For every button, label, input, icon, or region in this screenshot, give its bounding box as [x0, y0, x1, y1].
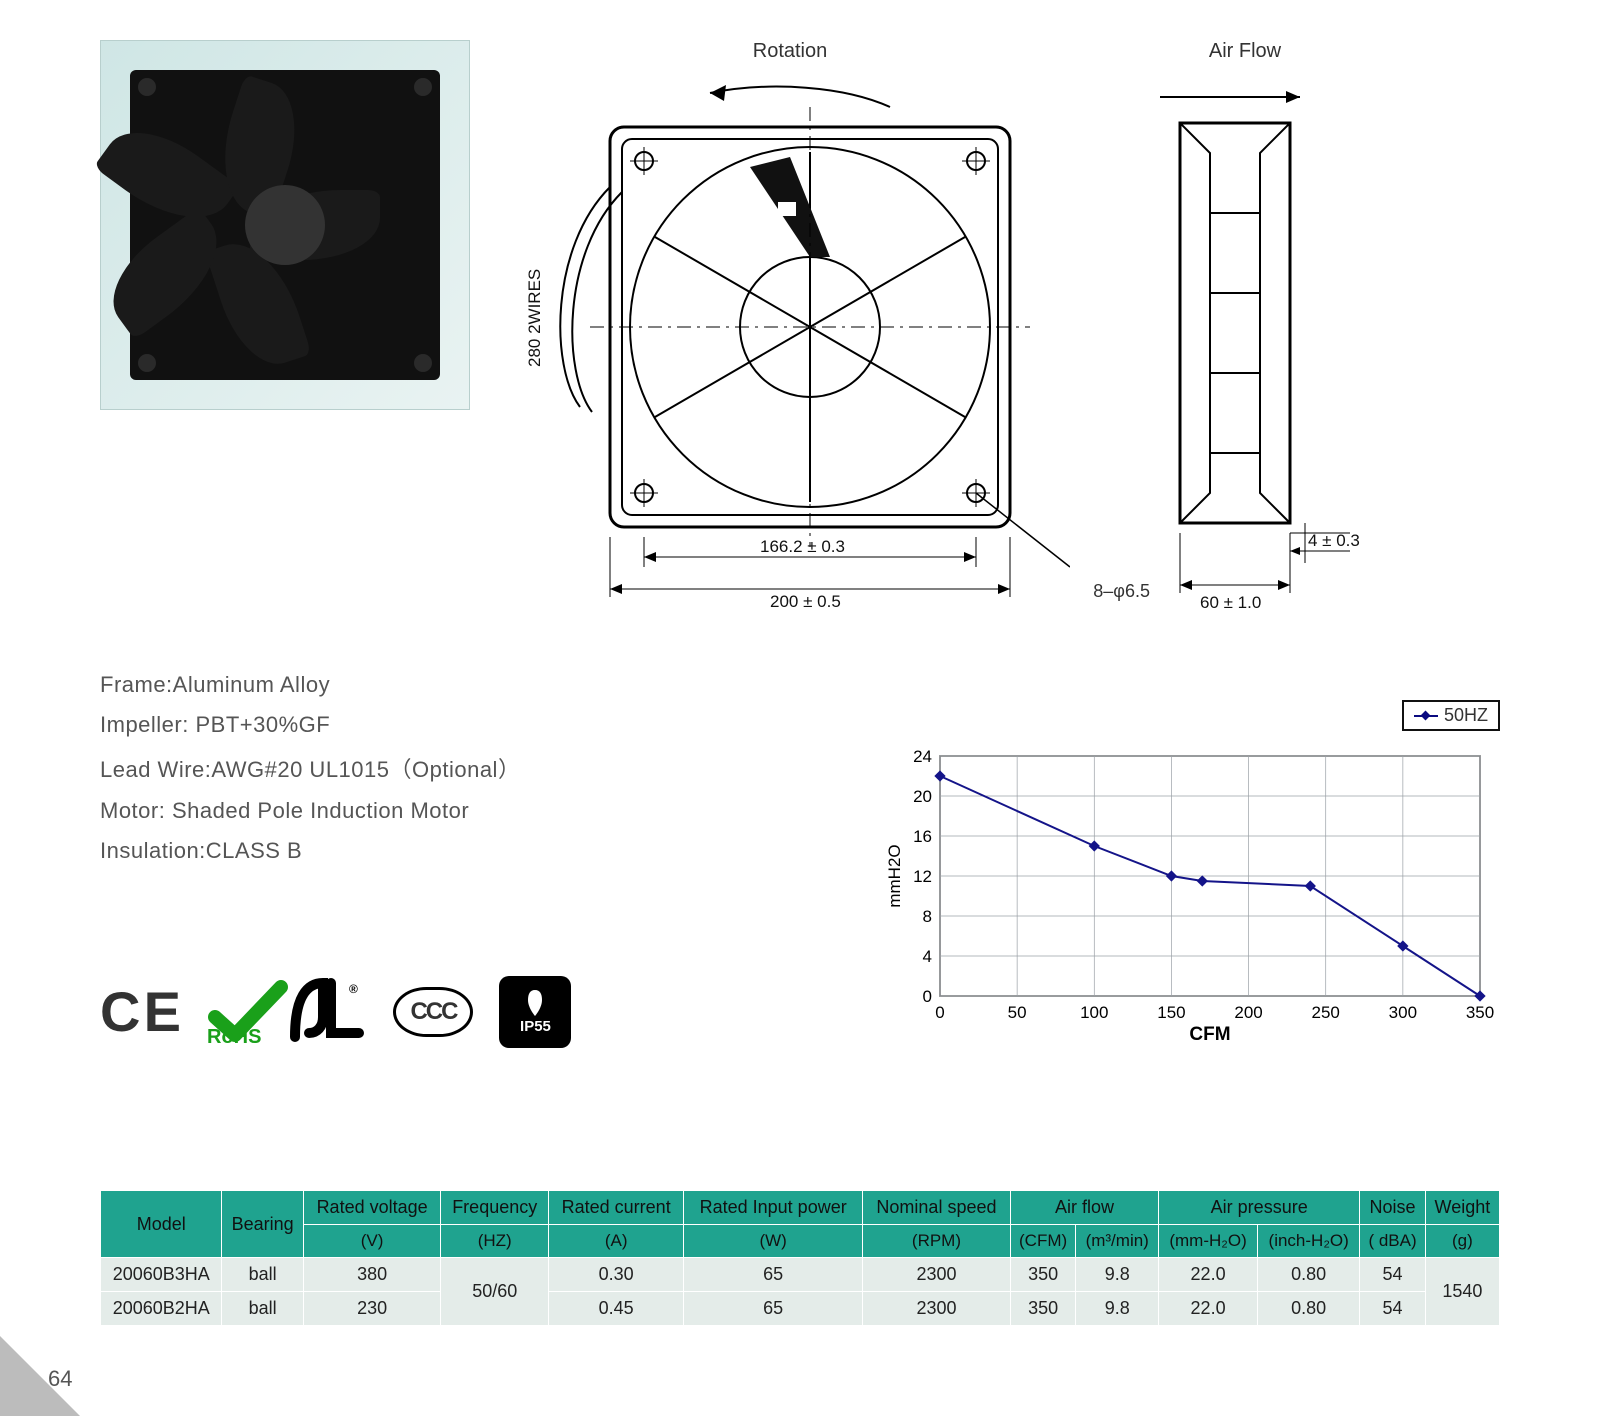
front-view-drawing: 280 2WIRES: [510, 67, 1070, 627]
svg-text:0: 0: [923, 987, 932, 1006]
side-view-drawing: 4 ± 0.3 60 ± 1.0: [1130, 63, 1360, 623]
technical-drawings: Rotation 280 2WIRES: [510, 40, 1520, 632]
page-number: 64: [48, 1366, 72, 1392]
spec-frame: Frame:Aluminum Alloy: [100, 672, 1520, 698]
chart-legend: 50HZ: [1402, 700, 1500, 731]
svg-text:0: 0: [935, 1003, 944, 1022]
svg-text:150: 150: [1157, 1003, 1185, 1022]
svg-text:12: 12: [913, 867, 932, 886]
ce-logo: C E: [100, 979, 177, 1044]
table-header-row: Model Bearing Rated voltage Frequency Ra…: [101, 1191, 1500, 1225]
svg-text:8: 8: [923, 907, 932, 926]
ul-logo: ®: [287, 977, 367, 1047]
svg-text:100: 100: [1080, 1003, 1108, 1022]
dim-inner-width: 166.2 ± 0.3: [760, 537, 845, 556]
product-photo-frame: [100, 40, 470, 410]
flange-dim: 4 ± 0.3: [1308, 531, 1360, 550]
svg-text:®: ®: [349, 982, 358, 996]
svg-text:300: 300: [1389, 1003, 1417, 1022]
depth-dim: 60 ± 1.0: [1200, 593, 1261, 612]
table-unit-row: (V) (HZ) (A) (W) (RPM) (CFM) (m³/min) (m…: [101, 1225, 1500, 1258]
ccc-logo: CCC: [393, 987, 473, 1037]
table-row: 20060B3HA ball 380 50/60 0.30 65 2300 35…: [101, 1258, 1500, 1292]
dim-outer-width: 200 ± 0.5: [770, 592, 841, 611]
svg-text:250: 250: [1312, 1003, 1340, 1022]
airflow-label: Air Flow: [1130, 40, 1360, 63]
svg-text:24: 24: [913, 747, 932, 766]
product-photo: [130, 70, 440, 380]
svg-text:200: 200: [1234, 1003, 1262, 1022]
svg-text:50: 50: [1008, 1003, 1027, 1022]
svg-text:16: 16: [913, 827, 932, 846]
spec-table: Model Bearing Rated voltage Frequency Ra…: [100, 1190, 1500, 1326]
performance-chart: 50HZ 0 50 100 150 200 250 300 350 0 4 8 12 16 20 24 mmH…: [880, 700, 1500, 1051]
svg-text:CFM: CFM: [1189, 1024, 1230, 1045]
svg-text:mmH2O: mmH2O: [885, 844, 904, 907]
svg-text:4: 4: [923, 947, 932, 966]
ip55-logo: IP55: [499, 976, 571, 1048]
rotation-label: Rotation: [510, 40, 1070, 63]
rohs-logo: RoHS: [203, 974, 261, 1049]
wires-label: 280 2WIRES: [525, 269, 544, 367]
svg-text:350: 350: [1466, 1003, 1494, 1022]
svg-text:20: 20: [913, 787, 932, 806]
table-row: 20060B2HA ball 230 0.45 65 2300 350 9.8 …: [101, 1292, 1500, 1326]
